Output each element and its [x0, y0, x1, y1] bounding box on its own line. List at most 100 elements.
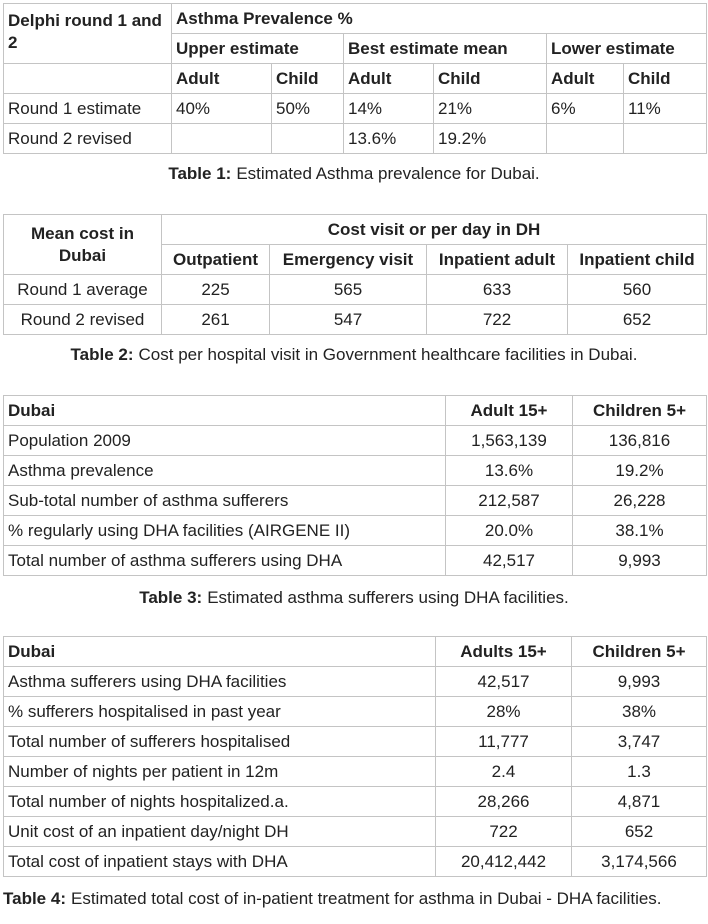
- table-row: Round 2 revised 261 547 722 652: [3, 304, 708, 335]
- cell: 20,412,442: [435, 846, 572, 877]
- table-3: Dubai Adult 15+ Children 5+ Population 2009…: [3, 395, 707, 576]
- cell: 547: [269, 304, 427, 335]
- row-label: Round 1 estimate: [3, 93, 172, 124]
- caption-label: Table 2:: [70, 345, 134, 364]
- column-header: Dubai: [3, 636, 436, 667]
- cell: 14%: [343, 93, 434, 124]
- table-row: Total number of sufferers hospitalised 11…: [3, 726, 707, 757]
- cell: 652: [571, 816, 707, 847]
- row-label: Asthma sufferers using DHA facilities: [3, 666, 436, 697]
- cell: 9,993: [572, 545, 707, 576]
- cell: 3,747: [571, 726, 707, 757]
- caption-label: Table 1:: [168, 164, 232, 183]
- column-header: Inpatient adult: [426, 244, 568, 275]
- cell: 212,587: [445, 485, 573, 516]
- column-header: Dubai: [3, 395, 446, 426]
- row-label: Round 2 revised: [3, 304, 162, 335]
- cell: [3, 63, 172, 94]
- cell: 28,266: [435, 786, 572, 817]
- cell: 26,228: [572, 485, 707, 516]
- column-header: Child: [433, 63, 547, 94]
- row-label: Round 1 average: [3, 274, 162, 305]
- cell: 42,517: [435, 666, 572, 697]
- table-row: Round 1 estimate 40% 50% 14% 21% 6% 11%: [3, 93, 708, 124]
- corner-header: Mean cost in Dubai: [3, 214, 162, 275]
- subgroup-header: Lower estimate: [545, 33, 708, 64]
- cell: 13.6%: [343, 123, 434, 154]
- row-label: Total cost of inpatient stays with DHA: [3, 846, 436, 877]
- subgroup-header: Upper estimate: [171, 33, 344, 64]
- table-row: Sub-total number of asthma sufferers 212,…: [3, 485, 707, 516]
- caption: Table 3: Estimated asthma sufferers using…: [0, 588, 708, 608]
- caption-label: Table 4:: [3, 889, 66, 908]
- row-label: Unit cost of an inpatient day/night DH: [3, 816, 436, 847]
- cell: 722: [435, 816, 572, 847]
- cell: 3,174,566: [571, 846, 707, 877]
- caption: Table 4: Estimated total cost of in-patie…: [0, 888, 703, 910]
- cell: 136,816: [572, 425, 707, 456]
- table-row: Unit cost of an inpatient day/night DH 72…: [3, 816, 707, 847]
- table-row: Total cost of inpatient stays with DHA 20…: [3, 846, 707, 877]
- cell: 19.2%: [433, 123, 547, 154]
- row-label: Total number of sufferers hospitalised: [3, 726, 436, 757]
- caption: Table 1: Estimated Asthma prevalence for …: [0, 164, 708, 184]
- table-4: Dubai Adults 15+ Children 5+ Asthma suffere…: [3, 636, 707, 877]
- row-label: Population 2009: [3, 425, 446, 456]
- column-header: Children 5+: [571, 636, 707, 667]
- cell: 40%: [171, 93, 272, 124]
- cell: 652: [566, 304, 708, 335]
- row-label: Sub-total number of asthma sufferers: [3, 485, 446, 516]
- caption-text: Estimated asthma sufferers using DHA fac…: [207, 588, 569, 607]
- table-row: Asthma sufferers using DHA facilities 42,…: [3, 666, 707, 697]
- group-header: Asthma Prevalence %: [170, 3, 708, 34]
- table-row: Number of nights per patient in 12m 2.4 1.…: [3, 756, 707, 787]
- cell: [271, 123, 344, 154]
- row-label: Round 2 revised: [3, 123, 172, 154]
- cell: [622, 123, 708, 154]
- table-row: Round 2 revised 13.6% 19.2%: [3, 123, 708, 154]
- cell: 50%: [271, 93, 344, 124]
- column-header: Inpatient child: [566, 244, 708, 275]
- cell: 9,993: [571, 666, 707, 697]
- caption-text: Estimated total cost of in-patient treat…: [70, 889, 662, 908]
- cell: 560: [566, 274, 708, 305]
- row-label: % regularly using DHA facilities (AIRGEN…: [3, 515, 446, 546]
- column-header: Emergency visit: [269, 244, 427, 275]
- cell: 2.4: [435, 756, 572, 787]
- corner-header: Delphi round 1 and 2: [3, 3, 172, 64]
- row-label: Asthma prevalence: [3, 455, 446, 486]
- column-header: Adult 15+: [445, 395, 573, 426]
- subgroup-header: Best estimate mean: [343, 33, 547, 64]
- cell: 19.2%: [572, 455, 707, 486]
- column-header: Child: [622, 63, 708, 94]
- caption-text: Estimated Asthma prevalence for Dubai.: [236, 164, 540, 183]
- caption-label: Table 3:: [139, 588, 203, 607]
- column-header: Child: [271, 63, 344, 94]
- column-header: Children 5+: [572, 395, 707, 426]
- caption-text: Cost per hospital visit in Government he…: [138, 345, 638, 364]
- column-header: Outpatient: [161, 244, 270, 275]
- row-label: Total number of asthma sufferers using D…: [3, 545, 446, 576]
- cell: 261: [161, 304, 270, 335]
- table-row: Asthma prevalence 13.6% 19.2%: [3, 455, 707, 486]
- column-header: Adults 15+: [435, 636, 572, 667]
- cell: 11,777: [435, 726, 572, 757]
- cell: 13.6%: [445, 455, 573, 486]
- column-header: Adult: [343, 63, 434, 94]
- cell: 1,563,139: [445, 425, 573, 456]
- cell: 4,871: [571, 786, 707, 817]
- table-row: Round 1 average 225 565 633 560: [3, 274, 708, 305]
- cell: 225: [161, 274, 270, 305]
- cell: 1.3: [571, 756, 707, 787]
- cell: 38%: [571, 696, 707, 727]
- table-2: Mean cost in Dubai Cost visit or per day…: [3, 214, 708, 335]
- cell: 20.0%: [445, 515, 573, 546]
- group-header: Cost visit or per day in DH: [160, 214, 708, 245]
- table-row: % regularly using DHA facilities (AIRGEN…: [3, 515, 707, 546]
- cell: 565: [269, 274, 427, 305]
- cell: [546, 123, 624, 154]
- table-row: % sufferers hospitalised in past year 28%…: [3, 696, 707, 727]
- cell: [171, 123, 272, 154]
